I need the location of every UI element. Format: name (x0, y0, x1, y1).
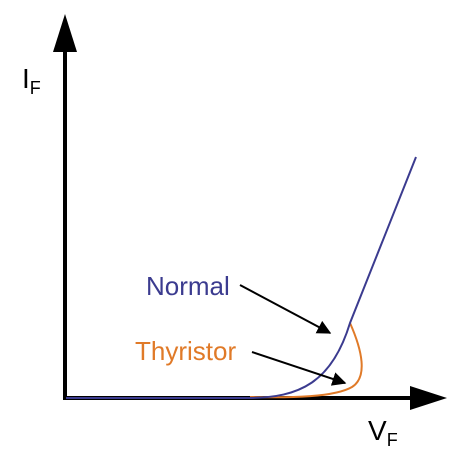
y-axis-arrow (53, 14, 77, 52)
x-axis-label: VF (368, 415, 398, 450)
thyristor-arrow (251, 351, 347, 386)
normal-arrow (239, 284, 332, 334)
thyristor-curve (249, 322, 363, 399)
y-axis-letter: I (22, 63, 30, 94)
x-axis-subscript: F (387, 430, 398, 450)
thyristor-label: Thyristor (135, 336, 236, 366)
x-axis-arrow (410, 386, 447, 410)
y-axis-subscript: F (30, 78, 41, 98)
normal-label: Normal (146, 271, 230, 301)
x-axis-letter: V (368, 415, 387, 446)
normal-curve (66, 156, 417, 399)
y-axis-label: IF (22, 63, 41, 98)
